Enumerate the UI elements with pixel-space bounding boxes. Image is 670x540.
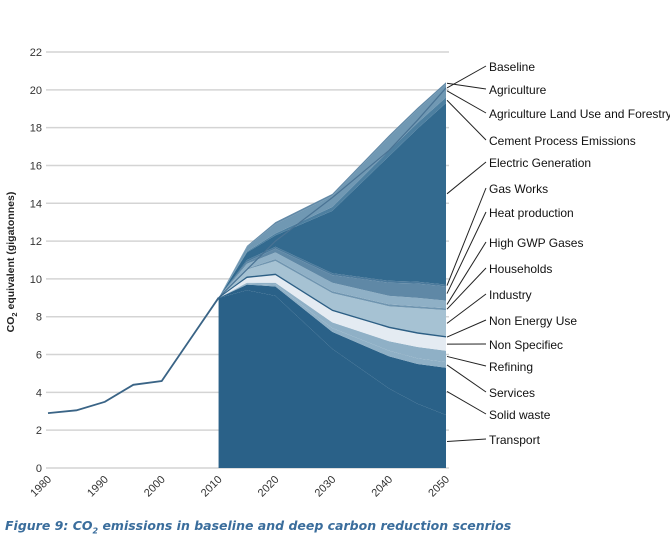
y-tick-labels: 0 2 4 6 8 10 12 14 16 18 20 22	[30, 47, 42, 475]
leader-line-gas-works	[446, 187, 487, 286]
legend-label-non-energy-use: Non Energy Use	[489, 314, 577, 328]
legend: Baseline Agriculture Agriculture Land Use …	[446, 60, 670, 447]
x-tick-label: 2050	[426, 474, 452, 500]
leader-line-agriculture	[446, 82, 487, 90]
leader-line-electric-generation	[446, 161, 487, 195]
leader-line-non-energy-use	[446, 319, 487, 338]
legend-label-gas-works: Gas Works	[489, 182, 548, 196]
legend-label-industry: Industry	[489, 288, 532, 302]
leader-line-transport	[446, 438, 487, 443]
legend-label-households: Households	[489, 262, 552, 276]
leader-line-services	[446, 364, 487, 393]
leader-line-industry	[446, 293, 487, 324]
y-tick-label: 20	[30, 85, 42, 97]
leader-line-solid-waste	[446, 390, 487, 415]
y-tick-label: 8	[36, 312, 42, 324]
y-tick-label: 18	[30, 123, 42, 135]
y-tick-label: 4	[36, 387, 42, 399]
areas	[218, 82, 446, 468]
area-non-specifiec	[218, 275, 446, 351]
x-tick-label: 2000	[142, 474, 168, 500]
legend-label-heat-production: Heat production	[489, 206, 574, 220]
y-tick-label: 6	[36, 350, 42, 362]
lines	[47, 87, 447, 415]
area-solid-waste	[218, 284, 446, 416]
y-tick-label: 22	[30, 47, 42, 59]
leader-line-high-gwp-gases	[446, 241, 487, 305]
legend-label-agriculture-land-use-and-forestry: Agriculture Land Use and Forestry	[489, 107, 670, 121]
y-tick-label: 10	[30, 274, 42, 286]
y-tick-label: 14	[30, 198, 42, 210]
area-agriculture	[218, 82, 446, 298]
legend-label-services: Services	[489, 386, 535, 400]
area-heat-production	[218, 248, 446, 301]
legend-label-high-gwp-gases: High GWP Gases	[489, 236, 583, 250]
legend-label-cement-process-emissions: Cement Process Emissions	[489, 134, 636, 148]
legend-label-refining: Refining	[489, 360, 533, 374]
area-industry	[218, 260, 446, 337]
x-tick-labels: 1980 1990 2000 2010 2020 2030 2040 2050	[28, 474, 452, 500]
x-tick-label: 1990	[85, 474, 111, 500]
x-tick-label: 2040	[369, 474, 395, 500]
stacked-area-chart: 0 2 4 6 8 10 12 14 16 18 20 22 1980 1990 2000 2010 2020…	[5, 47, 670, 500]
figure-caption: Figure 9: CO2 emissions in baseline and …	[5, 518, 512, 536]
y-tick-label: 2	[36, 425, 42, 437]
non-energy-use-line	[218, 273, 447, 338]
leader-line-households	[446, 267, 487, 310]
leader-line-heat-production	[446, 211, 487, 294]
baseline-line	[218, 87, 447, 299]
legend-label-agriculture: Agriculture	[489, 83, 547, 97]
area-high-gwp-gases	[218, 252, 446, 309]
leader-line-baseline	[446, 65, 487, 89]
y-tick-label: 0	[36, 463, 42, 475]
y-tick-label: 16	[30, 160, 42, 172]
area-electric-generation	[218, 103, 446, 298]
x-tick-label: 1980	[28, 474, 54, 500]
y-axis-label: CO2 equivalent (gigatonnes)	[5, 192, 19, 333]
x-tick-label: 2030	[313, 474, 339, 500]
legend-label-non-specifiec: Non Specifiec	[489, 338, 563, 352]
x-tick-label: 2020	[256, 474, 282, 500]
area-services	[218, 283, 446, 368]
x-tick-label: 2010	[199, 474, 225, 500]
legend-label-transport: Transport	[489, 433, 541, 447]
area-agriculture-land-use-and-forestry	[218, 84, 446, 298]
leader-line-cement-process-emissions	[446, 99, 487, 141]
y-tick-label: 12	[30, 236, 42, 248]
legend-label-electric-generation: Electric Generation	[489, 156, 591, 170]
legend-label-solid-waste: Solid waste	[489, 408, 551, 422]
area-transport	[218, 290, 446, 468]
legend-label-baseline: Baseline	[489, 60, 535, 74]
leader-line-agriculture-land-use-and-forestry	[446, 90, 487, 114]
historical-line	[47, 297, 220, 415]
area-refining	[218, 282, 446, 363]
leader-line-refining	[446, 355, 487, 367]
